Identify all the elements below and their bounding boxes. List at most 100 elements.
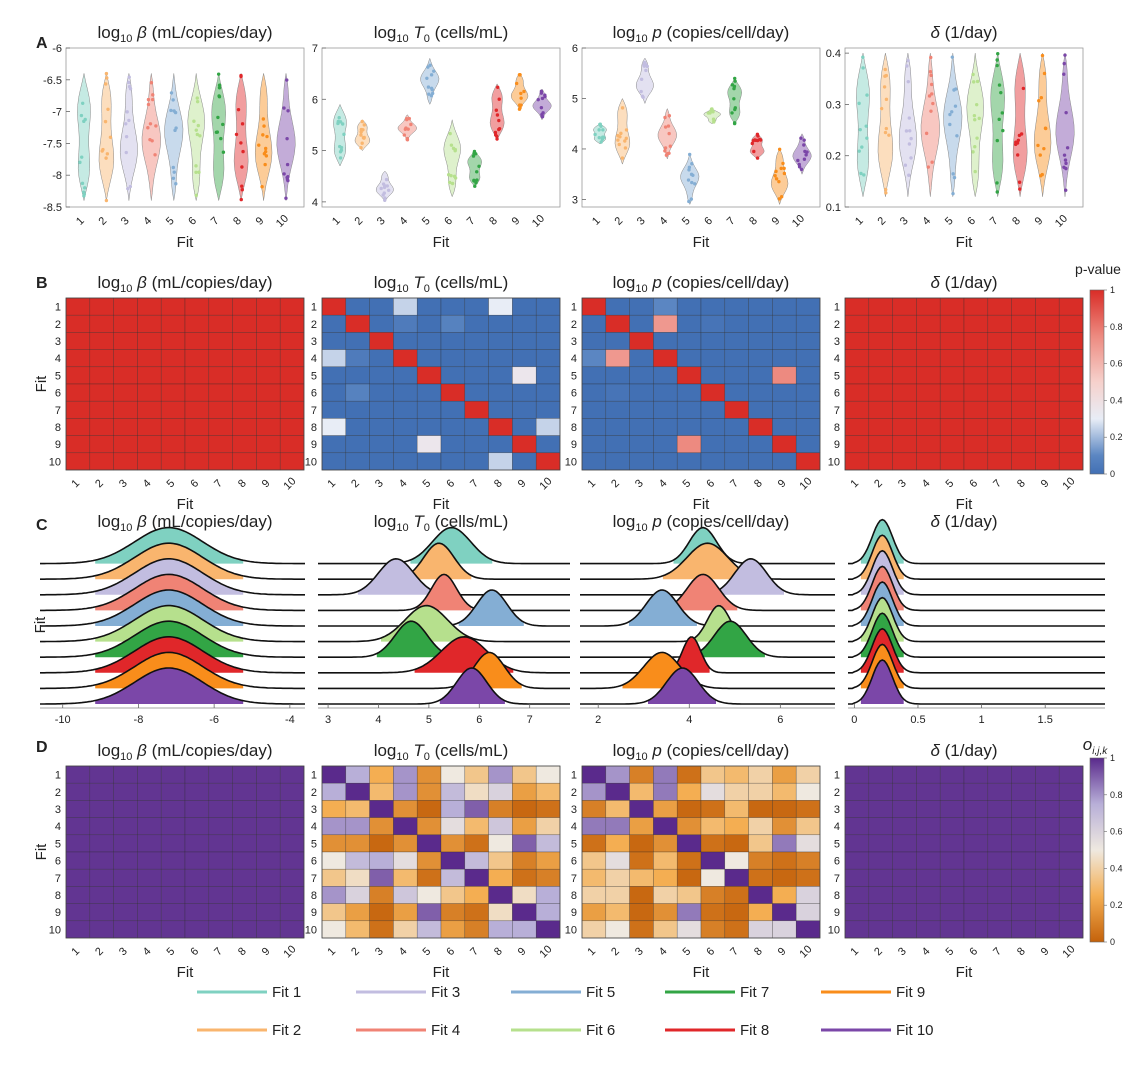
panelD-cell bbox=[65, 851, 91, 870]
violin-fit-5 bbox=[164, 73, 184, 201]
sample-point bbox=[285, 177, 290, 182]
panelB-cell bbox=[535, 418, 561, 436]
panelD-xtick-label: 9 bbox=[260, 945, 273, 958]
panelB-cell bbox=[137, 349, 162, 368]
panelD-cell bbox=[440, 765, 466, 784]
panelD-cell bbox=[748, 765, 773, 784]
sample-point bbox=[930, 160, 934, 164]
panelB-ytick-label: 4 bbox=[834, 353, 840, 365]
sample-point bbox=[599, 124, 603, 128]
panelB-cell bbox=[279, 452, 305, 471]
panelD-cell bbox=[512, 886, 537, 904]
sample-point bbox=[239, 73, 243, 78]
panelD-colorbar-tick-label: 0 bbox=[1110, 937, 1115, 947]
sample-point bbox=[997, 83, 1002, 87]
panelB-cell bbox=[748, 435, 773, 454]
panelD-colorbar-tick-label: 0.2 bbox=[1110, 900, 1123, 910]
sample-point bbox=[733, 79, 737, 83]
panelB-cell bbox=[232, 349, 257, 368]
panelD-colorbar-tick-label: 0.4 bbox=[1110, 863, 1123, 873]
panelD-cell bbox=[369, 868, 394, 887]
ridge-line-fit-5 bbox=[40, 589, 305, 627]
panelD-cell bbox=[416, 834, 442, 853]
sample-point bbox=[429, 94, 434, 98]
panelD-ytick-label: 8 bbox=[311, 890, 317, 902]
ridge-line-fit-8 bbox=[848, 627, 1105, 674]
panelD-cell bbox=[772, 765, 797, 784]
panelB-cell bbox=[892, 366, 917, 385]
panelD-cell bbox=[772, 782, 797, 801]
panelB-cell bbox=[916, 366, 941, 385]
panelD-cell bbox=[137, 920, 162, 939]
panelD-cell bbox=[676, 868, 702, 887]
panelB-ytick-label: 7 bbox=[834, 405, 840, 417]
panelD-title-2: log10 T0 (cells/mL) bbox=[374, 741, 509, 763]
panelB-cell bbox=[916, 418, 941, 436]
panelD-cell bbox=[963, 765, 989, 784]
panelB-cell bbox=[184, 366, 210, 385]
panelB-cell bbox=[1035, 332, 1060, 350]
panelD-cell bbox=[939, 886, 965, 904]
panelD-cell bbox=[184, 886, 210, 904]
sample-point bbox=[997, 117, 1001, 122]
panelC-ylabel: Fit bbox=[32, 616, 49, 633]
panelD-ytick-label: 10 bbox=[565, 924, 577, 936]
panelD-cell bbox=[369, 782, 394, 801]
panelB-cell bbox=[676, 418, 702, 436]
panelD-cell bbox=[345, 765, 370, 784]
ridge-fill-fit-3 bbox=[716, 558, 784, 595]
sample-point bbox=[857, 101, 861, 106]
panelD-cell bbox=[939, 800, 965, 818]
sample-point bbox=[624, 136, 628, 141]
panelB-cell bbox=[916, 314, 941, 333]
panelD-cell bbox=[208, 834, 233, 853]
panelB-cell bbox=[795, 435, 821, 454]
violin-fit-8 bbox=[233, 73, 249, 201]
panelD-cell bbox=[488, 851, 513, 870]
panelD-cell bbox=[987, 851, 1012, 870]
sample-point bbox=[1018, 187, 1022, 191]
panelD-cell bbox=[160, 903, 186, 922]
sample-point bbox=[195, 99, 200, 104]
panelD-cell bbox=[676, 903, 702, 922]
panelD-cell bbox=[844, 834, 870, 853]
panelB-cell bbox=[160, 297, 186, 316]
panelB-xtick-label: 7 bbox=[468, 477, 481, 490]
panelD-xtick-label: 9 bbox=[516, 945, 529, 958]
panelD-cell bbox=[1011, 817, 1036, 836]
panelD-cell bbox=[605, 886, 630, 904]
sample-point bbox=[597, 128, 601, 132]
sample-point bbox=[196, 123, 201, 128]
panelB-cell bbox=[748, 332, 773, 350]
sample-point bbox=[884, 73, 888, 78]
panelA-title-2: log10 T0 (cells/mL) bbox=[374, 23, 509, 45]
panelD-cell bbox=[892, 817, 917, 836]
panelD-cell bbox=[137, 800, 162, 818]
panelA-xlabel: Fit bbox=[433, 234, 450, 251]
panelB-cell bbox=[1058, 418, 1084, 436]
panelD-cell bbox=[676, 834, 702, 853]
panelD-cell bbox=[795, 765, 821, 784]
panelB-xtick-label: 3 bbox=[633, 477, 646, 490]
panelA-xtick-label: 7 bbox=[465, 215, 478, 228]
panelB-cell bbox=[772, 332, 797, 350]
sample-point bbox=[519, 96, 523, 100]
sample-point bbox=[425, 76, 429, 81]
sample-point bbox=[883, 130, 888, 135]
sample-point bbox=[214, 130, 219, 134]
panelB-cell bbox=[844, 349, 870, 368]
sample-point bbox=[359, 127, 364, 132]
sample-point bbox=[664, 153, 669, 157]
panelD-cell bbox=[184, 851, 210, 870]
violin-fit-3 bbox=[898, 53, 917, 197]
panelD-cell bbox=[512, 851, 537, 870]
panelD-cell bbox=[844, 782, 870, 801]
violin-fit-1 bbox=[333, 103, 347, 167]
violin-fit-4 bbox=[920, 53, 940, 197]
panelB-cell bbox=[916, 332, 941, 350]
panelB-cell bbox=[535, 297, 561, 316]
panelB-xtick-label: 9 bbox=[260, 477, 273, 490]
panelD-cell bbox=[939, 834, 965, 853]
panelC-xtick-label: 4 bbox=[686, 714, 692, 726]
panelA-ytick-label: 0.1 bbox=[826, 202, 841, 214]
